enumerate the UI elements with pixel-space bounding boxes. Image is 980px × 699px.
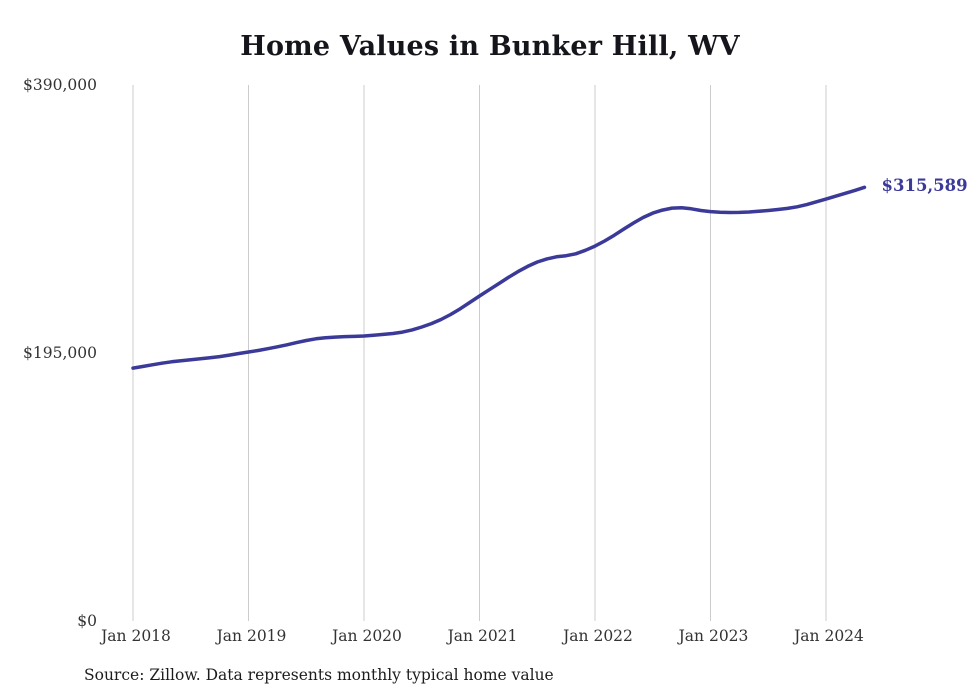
x-tick-label: Jan 2024 <box>792 627 864 645</box>
x-tick-label: Jan 2022 <box>561 627 633 645</box>
y-tick-label: $390,000 <box>23 76 97 94</box>
chart-title: Home Values in Bunker Hill, WV <box>240 31 740 62</box>
x-tick-label: Jan 2023 <box>677 627 749 645</box>
x-tick-label: Jan 2020 <box>330 627 402 645</box>
end-value-label: $315,589 <box>881 176 968 196</box>
x-tick-label: Jan 2021 <box>446 627 518 645</box>
y-tick-label: $0 <box>77 612 97 630</box>
value-line <box>131 185 867 370</box>
x-tick-label: Jan 2019 <box>215 627 287 645</box>
source-note: Source: Zillow. Data represents monthly … <box>84 666 554 684</box>
x-tick-label: Jan 2018 <box>99 627 171 645</box>
y-tick-label: $195,000 <box>23 344 97 362</box>
